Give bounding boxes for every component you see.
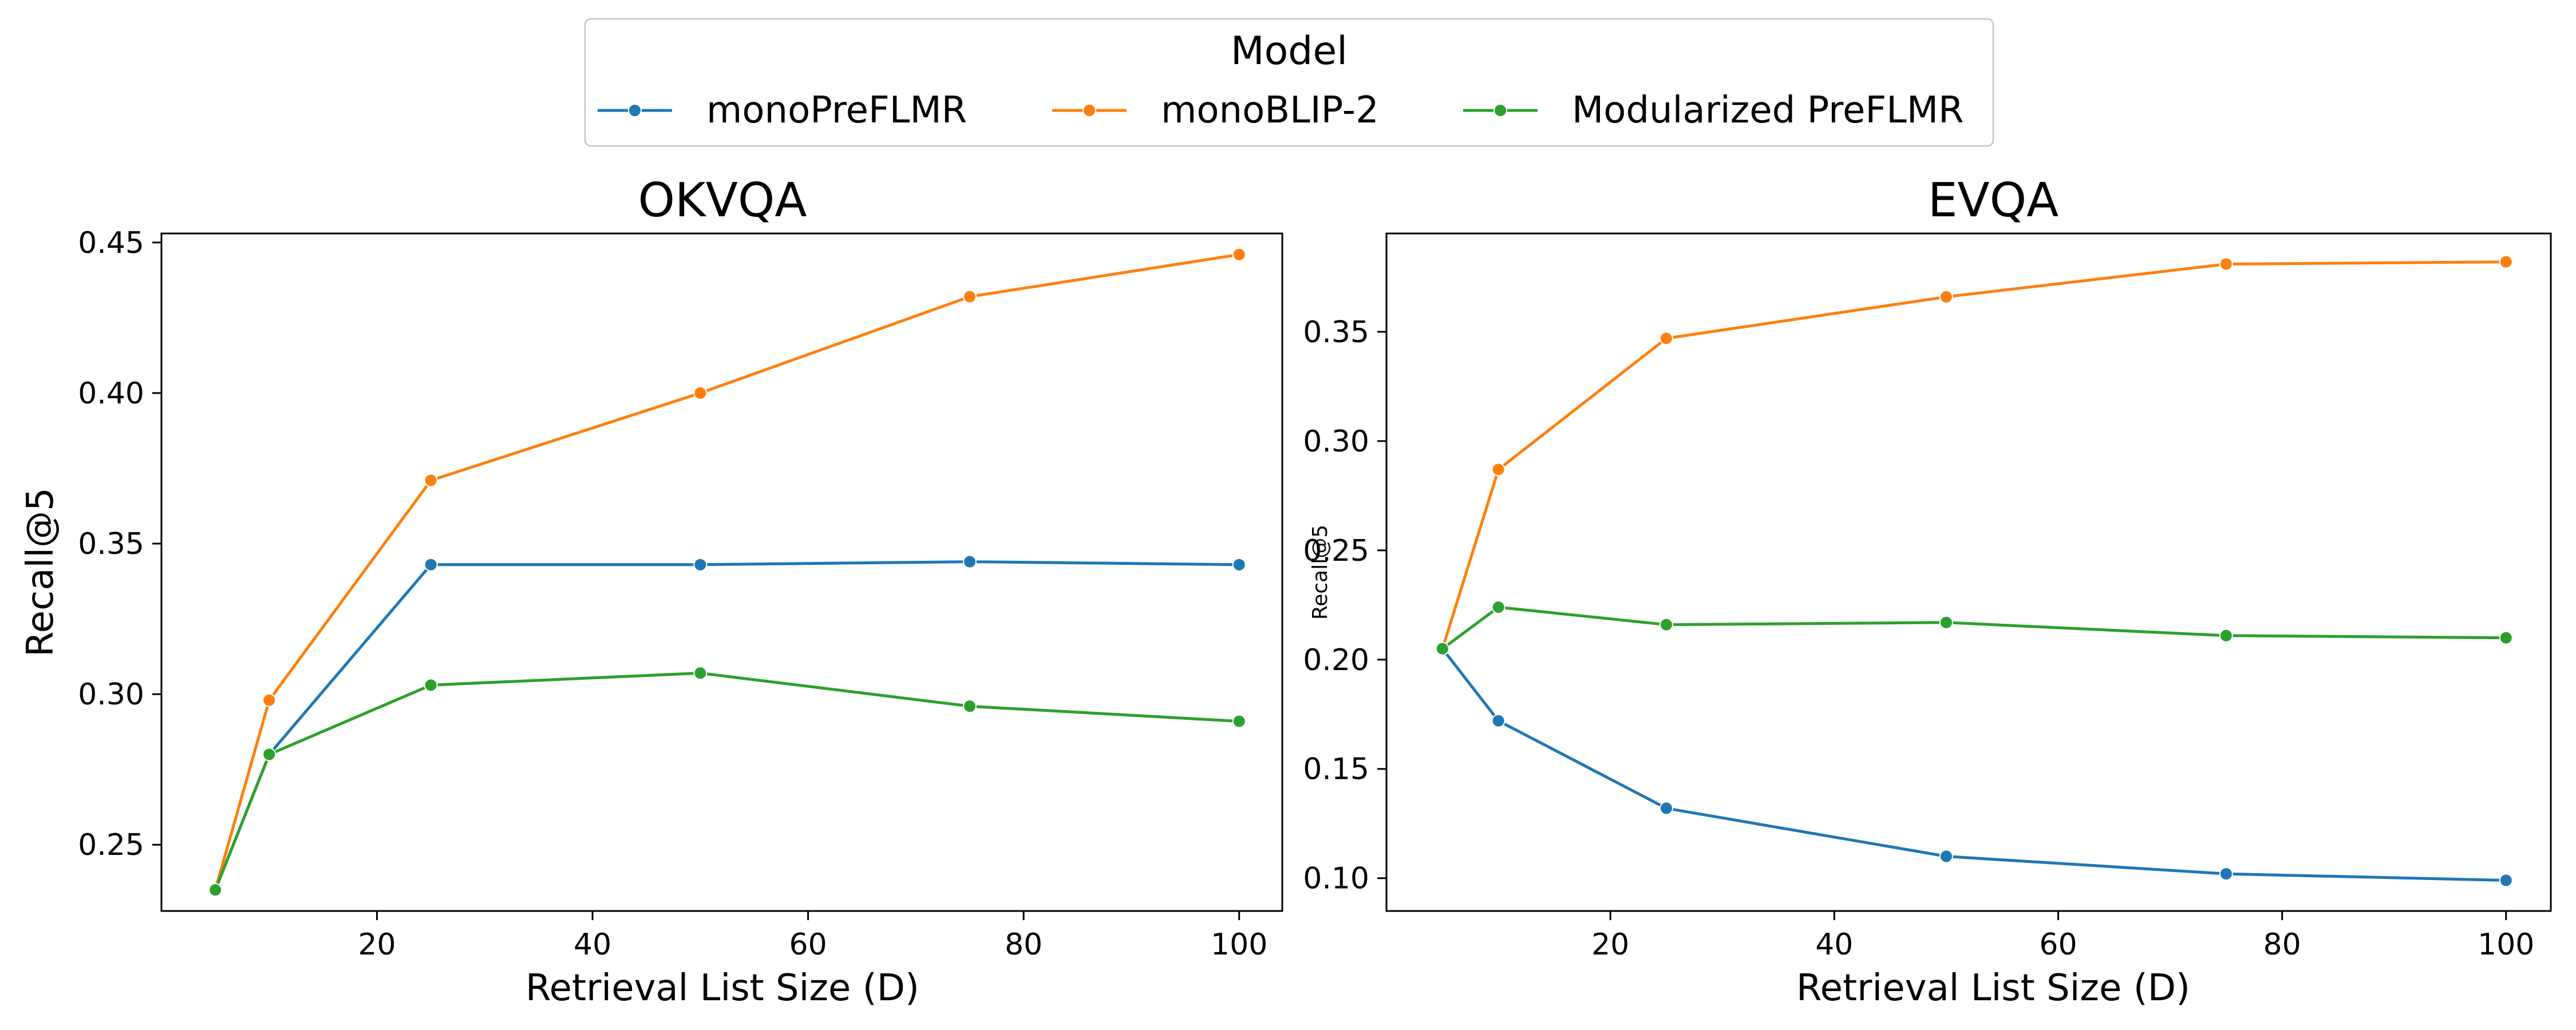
evqa-data-point-monoblip-2: [2219, 257, 2233, 271]
evqa-data-point-modularized-preflmr: [2499, 631, 2513, 645]
evqa-y-axis-label: Recall@5: [1309, 525, 1332, 620]
okvqa-data-point-monoblip-2: [963, 290, 977, 304]
evqa-data-point-modularized-preflmr: [1659, 617, 1673, 632]
okvqa-y-tick-label: 0.30: [78, 678, 144, 712]
legend-label: monoBLIP-2: [1161, 89, 1379, 132]
evqa-data-point-monoblip-2: [2499, 255, 2513, 269]
legend-title: Model: [1231, 29, 1348, 74]
evqa-data-point-modularized-preflmr: [1491, 600, 1506, 615]
evqa-data-point-monoblip-2: [1659, 331, 1673, 346]
evqa-x-tick-label: 60: [2039, 928, 2077, 962]
evqa-series-line-monopreflmr: [1441, 648, 2506, 882]
okvqa-data-point-modularized-preflmr: [262, 747, 276, 762]
okvqa-data-point-monoblip-2: [693, 386, 708, 400]
evqa-series-line-modularized-preflmr: [1441, 605, 2506, 650]
okvqa-series-line-monoblip-2: [214, 253, 1240, 890]
evqa-data-point-modularized-preflmr: [2219, 628, 2233, 643]
okvqa-series-line-monopreflmr: [214, 560, 1239, 891]
okvqa-x-axis-label: Retrieval List Size (D): [526, 967, 919, 1009]
okvqa-data-point-modularized-preflmr: [424, 678, 438, 692]
evqa-y-tick-label: 0.20: [1303, 643, 1369, 678]
okvqa-data-point-monopreflmr: [1232, 557, 1246, 572]
evqa-data-point-modularized-preflmr: [1435, 641, 1449, 656]
legend-swatch-marker: [1082, 104, 1096, 117]
evqa-series-line-monoblip-2: [1441, 260, 2506, 649]
okvqa-y-axis-label: Recall@5: [19, 488, 62, 657]
legend-swatch-marker: [1494, 104, 1507, 117]
evqa-y-tick-label: 0.25: [1303, 534, 1369, 568]
evqa-x-tick-label: 100: [2478, 928, 2534, 962]
evqa-chart-title: EVQA: [1928, 173, 2059, 228]
evqa-y-tick-label: 0.10: [1303, 862, 1369, 896]
evqa-data-point-monopreflmr: [1939, 849, 1953, 863]
okvqa-y-tick-label: 0.40: [78, 377, 144, 411]
legend: Model monoPreFLMR monoBLIP-2 Modularized P…: [584, 18, 1994, 147]
evqa-data-point-monopreflmr: [2499, 873, 2513, 888]
legend-entry: monoPreFLMR: [598, 89, 967, 132]
okvqa-data-point-monopreflmr: [693, 557, 708, 572]
legend-entry: Modularized PreFLMR: [1463, 89, 1964, 132]
legend-entry: monoBLIP-2: [1052, 89, 1379, 132]
legend-frame: [584, 18, 1994, 147]
okvqa-chart: OKVQA Retrieval List Size (D) Recall@5 2…: [19, 173, 1283, 1009]
okvqa-data-point-monoblip-2: [424, 473, 438, 488]
okvqa-data-point-modularized-preflmr: [208, 883, 223, 897]
evqa-plot-frame: [1385, 232, 2552, 912]
okvqa-data-point-modularized-preflmr: [1232, 714, 1246, 728]
okvqa-data-point-monoblip-2: [262, 693, 276, 707]
okvqa-x-tick-label: 60: [789, 928, 827, 962]
evqa-data-point-monoblip-2: [1491, 462, 1506, 477]
legend-label: Modularized PreFLMR: [1572, 89, 1964, 132]
evqa-data-point-monopreflmr: [1659, 801, 1673, 815]
okvqa-data-point-modularized-preflmr: [693, 666, 708, 680]
okvqa-y-tick-label: 0.25: [78, 828, 144, 862]
evqa-y-tick-label: 0.35: [1303, 315, 1369, 350]
okvqa-y-tick-label: 0.35: [78, 527, 144, 561]
okvqa-x-tick-label: 100: [1211, 928, 1267, 962]
okvqa-y-tick-label: 0.45: [78, 226, 144, 260]
evqa-x-tick-label: 40: [1815, 928, 1853, 962]
okvqa-data-point-monoblip-2: [1232, 247, 1246, 262]
evqa-x-tick-label: 20: [1591, 928, 1629, 962]
evqa-y-tick-label: 0.30: [1303, 425, 1369, 459]
evqa-data-point-monopreflmr: [1491, 714, 1506, 728]
legend-swatch-marker: [628, 104, 642, 117]
evqa-data-point-monoblip-2: [1939, 290, 1953, 304]
evqa-data-point-modularized-preflmr: [1939, 615, 1953, 629]
okvqa-data-point-monopreflmr: [963, 554, 977, 569]
okvqa-chart-title: OKVQA: [638, 173, 807, 228]
okvqa-plot-frame: [160, 232, 1283, 912]
legend-entries: monoPreFLMR monoBLIP-2 Modularized PreFLMR: [598, 89, 1964, 132]
evqa-x-axis-label: Retrieval List Size (D): [1796, 967, 2190, 1009]
legend-label: monoPreFLMR: [706, 89, 967, 132]
okvqa-data-point-monopreflmr: [424, 557, 438, 572]
okvqa-x-tick-label: 80: [1005, 928, 1042, 962]
okvqa-data-point-modularized-preflmr: [963, 699, 977, 714]
okvqa-x-tick-label: 20: [358, 928, 396, 962]
evqa-chart: EVQA Retrieval List Size (D) Recall@5 20…: [1303, 173, 2552, 1009]
evqa-x-tick-label: 80: [2263, 928, 2301, 962]
okvqa-x-tick-label: 40: [574, 928, 611, 962]
okvqa-series-line-modularized-preflmr: [214, 671, 1239, 891]
evqa-y-tick-label: 0.15: [1303, 752, 1369, 787]
evqa-data-point-monopreflmr: [2219, 867, 2233, 881]
